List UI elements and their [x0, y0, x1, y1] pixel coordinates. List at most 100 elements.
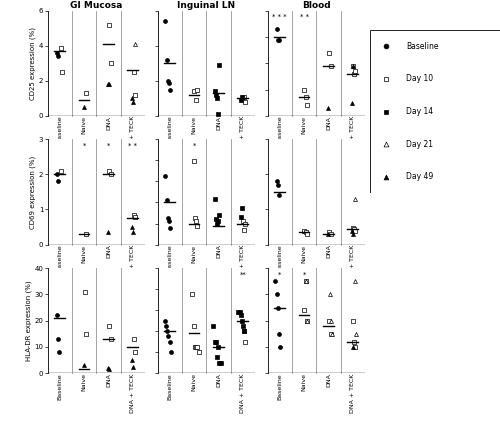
- Title: Inguinal LN: Inguinal LN: [177, 1, 236, 10]
- Point: [300, 227, 308, 234]
- Point: [275, 330, 283, 337]
- Point: [104, 81, 112, 88]
- Point: [57, 167, 65, 174]
- Point: [349, 225, 357, 232]
- Point: [275, 36, 283, 43]
- Point: [192, 97, 200, 103]
- Point: [162, 18, 170, 24]
- Point: [352, 330, 360, 337]
- Point: [106, 335, 114, 342]
- Point: [212, 216, 220, 223]
- Point: [104, 229, 112, 236]
- Point: [274, 36, 281, 43]
- Point: [166, 338, 173, 345]
- Point: [160, 317, 168, 324]
- Point: [302, 229, 310, 236]
- Title: Blood: Blood: [302, 1, 330, 10]
- Point: [213, 354, 221, 361]
- Point: [212, 91, 220, 98]
- Text: *: *: [82, 142, 86, 148]
- Point: [106, 167, 114, 174]
- Point: [190, 323, 198, 329]
- Point: [272, 26, 280, 33]
- Point: [348, 227, 356, 234]
- Point: [82, 90, 90, 97]
- Y-axis label: CD69 expression (%): CD69 expression (%): [30, 155, 36, 229]
- Point: [300, 307, 308, 314]
- Point: [80, 104, 88, 111]
- Point: [130, 211, 138, 218]
- Point: [210, 338, 218, 345]
- Point: [190, 88, 198, 95]
- Text: *: *: [278, 271, 281, 277]
- Point: [194, 349, 202, 356]
- Point: [327, 317, 335, 324]
- Point: [130, 335, 138, 342]
- Point: [194, 344, 202, 350]
- Point: [238, 93, 246, 100]
- Point: [350, 278, 358, 285]
- Point: [54, 178, 62, 185]
- Point: [210, 88, 218, 95]
- Point: [274, 304, 281, 311]
- Point: [191, 344, 199, 350]
- Point: [192, 344, 200, 350]
- Point: [213, 220, 221, 227]
- Point: [130, 69, 138, 76]
- Text: Day 14: Day 14: [406, 107, 434, 116]
- Point: [240, 227, 248, 233]
- Point: [188, 291, 196, 298]
- Point: [236, 214, 244, 221]
- Point: [382, 43, 390, 50]
- Point: [351, 196, 359, 202]
- Point: [162, 323, 170, 329]
- Point: [52, 312, 60, 319]
- Point: [210, 196, 218, 203]
- Point: [326, 330, 334, 337]
- Point: [128, 224, 136, 230]
- Point: [238, 204, 246, 211]
- Y-axis label: HLA-DR expression (%): HLA-DR expression (%): [25, 281, 32, 361]
- Point: [81, 288, 89, 295]
- Point: [106, 171, 114, 178]
- Point: [350, 226, 358, 233]
- Point: [214, 111, 222, 118]
- Point: [164, 333, 172, 340]
- Point: [212, 338, 220, 345]
- Point: [240, 93, 248, 100]
- Text: * *: * *: [300, 14, 308, 20]
- Point: [275, 192, 283, 199]
- Point: [324, 231, 332, 238]
- Point: [104, 365, 112, 372]
- Point: [302, 102, 310, 109]
- Point: [165, 218, 173, 225]
- Point: [130, 229, 138, 236]
- Point: [326, 231, 334, 238]
- Point: [302, 278, 310, 285]
- Point: [106, 60, 114, 67]
- Point: [216, 211, 224, 218]
- Point: [216, 360, 224, 366]
- Point: [234, 309, 242, 316]
- Point: [82, 330, 90, 337]
- Title: GI Mucosa: GI Mucosa: [70, 1, 122, 10]
- Point: [326, 63, 334, 69]
- Point: [106, 21, 114, 28]
- Point: [240, 328, 248, 335]
- Point: [382, 108, 390, 115]
- Point: [272, 291, 280, 298]
- Text: Baseline: Baseline: [406, 42, 439, 51]
- Point: [272, 278, 280, 285]
- Text: * * *: * * *: [272, 14, 287, 20]
- Point: [54, 53, 62, 60]
- Point: [241, 98, 249, 105]
- Point: [350, 338, 358, 345]
- Point: [300, 86, 308, 93]
- Point: [192, 218, 200, 225]
- Point: [241, 338, 249, 345]
- Point: [166, 86, 174, 93]
- Point: [131, 349, 139, 356]
- Point: [242, 220, 250, 227]
- Point: [214, 218, 222, 225]
- Point: [326, 229, 334, 236]
